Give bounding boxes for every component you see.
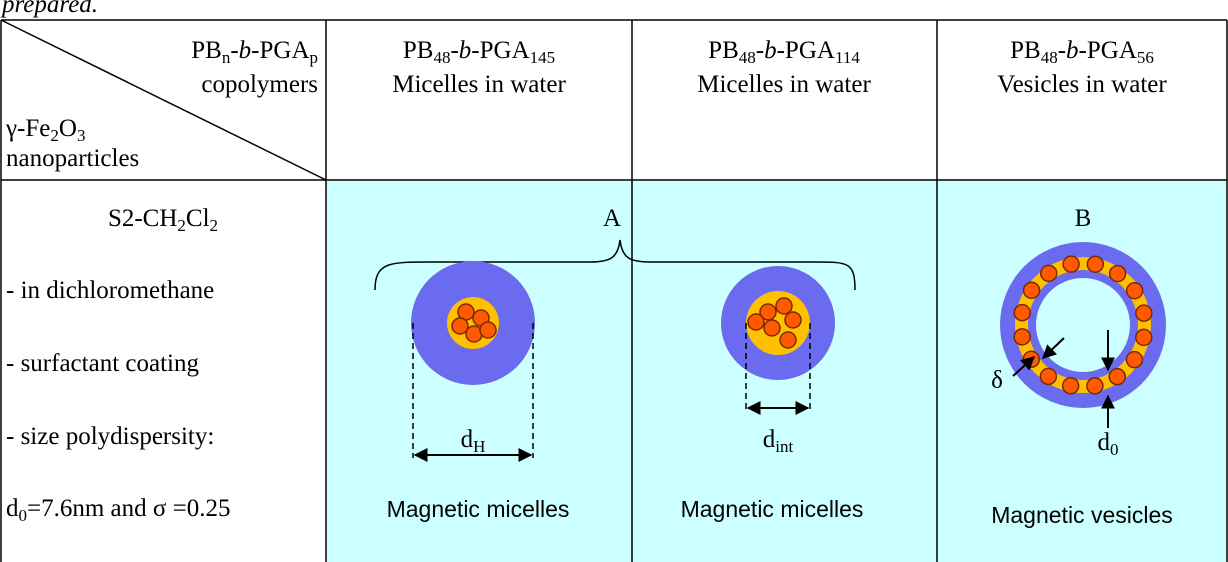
sample-name: S2-CH2Cl2: [108, 206, 218, 234]
text-part: b: [764, 37, 777, 64]
text-part: -: [1057, 37, 1067, 64]
diagram-caption: Magnetic micelles: [680, 496, 864, 522]
nanoparticle: [1039, 367, 1058, 386]
nanoparticle: [1086, 377, 1104, 395]
micelle-2: [721, 266, 835, 415]
text-part: =7.6nm and σ =0.25: [27, 495, 231, 522]
text-part: -: [450, 37, 459, 64]
diagram-caption: Magnetic micelles: [386, 496, 570, 522]
text-part: 114: [834, 48, 860, 67]
text-part: 48: [1040, 48, 1058, 67]
text-part: -PGA: [251, 37, 310, 64]
text-part: -PGA: [1078, 37, 1137, 64]
text-part: O: [58, 115, 77, 142]
text-part: 56: [1136, 48, 1154, 67]
column-desc: Micelles in water: [392, 71, 566, 98]
nanoparticle: [1013, 303, 1031, 322]
text-part: H: [473, 437, 486, 456]
text-part: b: [1066, 37, 1079, 64]
sample-item: - size polydispersity:: [6, 423, 215, 450]
column-name: PB48-b-PGA114: [708, 38, 860, 66]
nanoparticle: [1039, 264, 1058, 283]
label-delta: δ: [991, 367, 1003, 394]
nanoparticle: [1125, 281, 1144, 300]
text-part: PB: [1010, 37, 1041, 64]
text-part: n: [221, 48, 231, 67]
sample-item: d0=7.6nm and σ =0.25: [6, 496, 230, 524]
text-part: 0: [1110, 440, 1119, 459]
text-part: d: [6, 495, 19, 522]
column-name: PB48-b-PGA145: [403, 38, 555, 66]
nanoparticle: [1062, 255, 1080, 273]
nanoparticle: [1013, 328, 1031, 346]
text-part: b: [238, 37, 252, 64]
text-part: -: [230, 37, 239, 64]
text-part: 2: [209, 216, 219, 235]
column-desc: Vesicles in water: [997, 71, 1167, 98]
text-part: b: [458, 37, 472, 64]
label-dint: dint: [763, 427, 793, 455]
diagram-caption: Magnetic vesicles: [991, 502, 1173, 528]
text-part: 2: [50, 126, 59, 145]
nanoparticle: [1108, 264, 1127, 283]
text-part: 48: [433, 48, 451, 67]
nanoparticle: [1022, 281, 1041, 300]
text-part: 2: [177, 216, 186, 235]
sample-item: - in dichloromethane: [6, 277, 215, 304]
brace: [374, 239, 856, 291]
text-part: -PGA: [776, 37, 835, 64]
text-part: Cl: [185, 205, 210, 232]
vesicle: [1000, 242, 1166, 428]
column-desc: Micelles in water: [697, 71, 871, 98]
text-part: -: [755, 37, 765, 64]
caption: prepared.: [2, 0, 99, 18]
text-part: p: [309, 48, 319, 67]
text-part: 3: [76, 126, 86, 145]
corner-bottom: γ-Fe2O3: [6, 116, 85, 144]
text-part: γ-Fe: [6, 115, 51, 142]
text-part: -PGA: [471, 37, 530, 64]
corner-top2: copolymers: [201, 71, 318, 98]
nanoparticle: [1135, 304, 1153, 322]
table-grid: [0, 19, 1228, 562]
corner-top: PBn-b-PGAp: [191, 38, 318, 66]
text-part: d: [460, 426, 474, 453]
nanoparticle: [1108, 367, 1127, 386]
nanoparticle: [1125, 350, 1144, 369]
text-part: PB: [191, 37, 222, 64]
label-b: B: [1074, 205, 1092, 232]
sample-item: - surfactant coating: [6, 350, 199, 377]
text-part: int: [775, 437, 794, 456]
text-part: d: [762, 426, 776, 453]
text-part: 0: [18, 506, 28, 525]
corner-bottom2: nanoparticles: [6, 145, 140, 172]
text-part: PB: [708, 37, 739, 64]
text-part: 145: [529, 48, 556, 67]
text-part: d: [1097, 429, 1111, 456]
label-d0: d0: [1098, 430, 1119, 458]
column-name: PB48-b-PGA56: [1010, 38, 1154, 66]
micelle-1: [411, 261, 535, 462]
label-dh: dH: [461, 427, 486, 455]
nanoparticle: [1061, 377, 1080, 395]
text-part: PB: [402, 37, 434, 64]
nanoparticle: [1086, 255, 1105, 273]
nanoparticle: [1135, 328, 1153, 347]
text-part: 48: [738, 48, 756, 67]
text-part: S2-CH: [107, 205, 178, 232]
label-a: A: [602, 205, 622, 232]
